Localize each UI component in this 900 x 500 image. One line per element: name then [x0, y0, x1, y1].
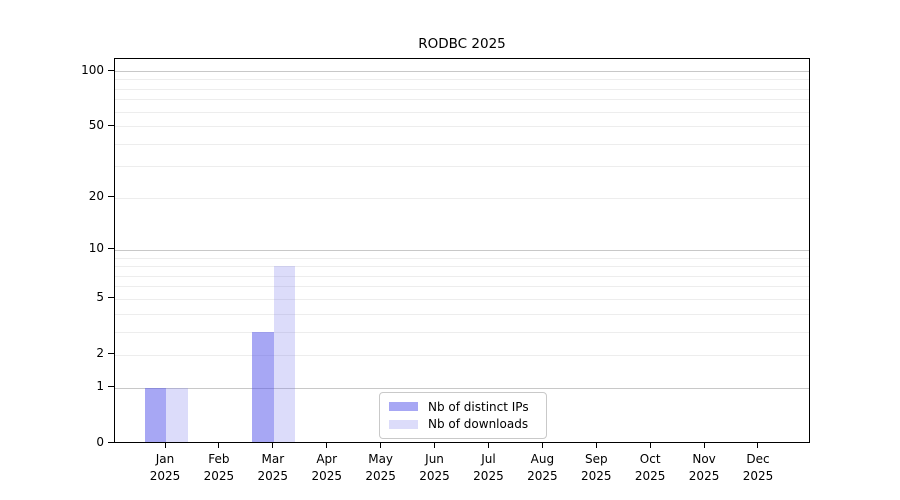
minor-gridline-20: [115, 197, 809, 199]
ytick-label-50: 50: [88, 117, 104, 132]
xtick-label-sep: Sep 2025: [580, 452, 612, 483]
ytick-label-2: 2: [96, 346, 104, 361]
xtick-apr: [326, 442, 328, 448]
minor-gridline-70: [115, 99, 809, 101]
xtick-label-jan: Jan 2025: [149, 452, 181, 483]
xtick-label-jul: Jul 2025: [473, 452, 504, 483]
xtick-sep: [595, 442, 597, 448]
major-gridline-10: [115, 249, 809, 251]
xtick-may: [380, 442, 382, 448]
minor-gridline-50: [115, 126, 809, 128]
plot-area: Nb of distinct IPs Nb of downloads: [114, 58, 810, 443]
minor-gridline-3: [115, 331, 809, 333]
bar-downloads-jan: [166, 387, 188, 443]
xtick-label-nov: Nov 2025: [688, 452, 720, 483]
ytick-label-10: 10: [88, 241, 104, 256]
distinct-ips-swatch-icon: [389, 402, 418, 412]
legend: Nb of distinct IPs Nb of downloads: [379, 392, 547, 439]
ytick-label-1: 1: [96, 379, 104, 394]
xtick-mar: [272, 442, 274, 448]
ytick-50: [108, 124, 114, 126]
xtick-label-dec: Dec 2025: [742, 452, 774, 483]
xtick-label-may: May 2025: [365, 452, 396, 483]
xtick-label-mar: Mar 2025: [257, 452, 289, 483]
xtick-label-jun: Jun 2025: [419, 452, 450, 483]
ytick-2: [108, 353, 114, 355]
xtick-jun: [434, 442, 436, 448]
xtick-label-aug: Aug 2025: [527, 452, 558, 483]
major-gridline-1: [115, 387, 809, 389]
legend-label-distinct-ips: Nb of distinct IPs: [428, 399, 529, 414]
ytick-label-100: 100: [81, 62, 104, 77]
ytick-label-0: 0: [96, 435, 104, 449]
major-gridline-100: [115, 71, 809, 72]
xtick-nov: [703, 442, 705, 448]
xtick-label-apr: Apr 2025: [311, 452, 342, 483]
legend-item-distinct-ips: Nb of distinct IPs: [389, 400, 537, 414]
minor-gridline-8: [115, 266, 809, 268]
downloads-swatch-icon: [389, 419, 418, 429]
ytick-100: [108, 69, 114, 71]
minor-gridline-7: [115, 275, 809, 277]
xtick-aug: [541, 442, 543, 448]
bar-downloads-mar: [273, 266, 296, 443]
ytick-label-20: 20: [88, 189, 104, 204]
ytick-1: [108, 386, 114, 388]
legend-label-downloads: Nb of downloads: [428, 417, 529, 432]
xtick-label-feb: Feb 2025: [203, 452, 235, 483]
minor-gridline-60: [115, 111, 809, 113]
ytick-label-5: 5: [96, 290, 104, 305]
minor-gridline-6: [115, 286, 809, 288]
xtick-jan: [164, 442, 166, 448]
minor-gridline-5: [115, 298, 809, 300]
bar-distinct-ips-jan: [144, 387, 166, 443]
ytick-10: [108, 248, 114, 250]
minor-gridline-2: [115, 354, 809, 356]
minor-gridline-4: [115, 313, 809, 315]
legend-item-downloads: Nb of downloads: [389, 417, 537, 431]
minor-gridline-90: [115, 79, 809, 81]
minor-gridline-30: [115, 166, 809, 168]
ytick-0: [108, 442, 114, 443]
xtick-dec: [757, 442, 759, 448]
xtick-label-oct: Oct 2025: [634, 452, 666, 483]
ytick-5: [108, 297, 114, 299]
xtick-feb: [218, 442, 220, 448]
minor-gridline-80: [115, 88, 809, 90]
minor-gridline-40: [115, 143, 809, 145]
minor-gridline-9: [115, 257, 809, 259]
xtick-jul: [487, 442, 489, 448]
xtick-oct: [649, 442, 651, 448]
ytick-20: [108, 196, 114, 198]
bar-distinct-ips-mar: [252, 331, 274, 443]
chart-title: RODBC 2025: [418, 36, 506, 52]
